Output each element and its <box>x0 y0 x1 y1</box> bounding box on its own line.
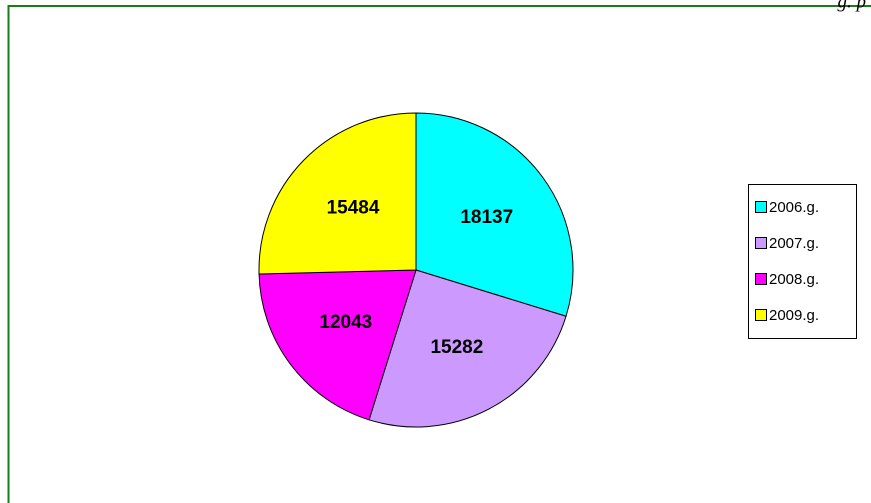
data-label: 15484 <box>327 198 380 219</box>
pie-slice <box>258 269 417 421</box>
data-label: 18137 <box>460 207 513 228</box>
legend-swatch <box>755 237 767 249</box>
annotation: g. p <box>838 0 867 12</box>
data-label: 15282 <box>430 337 483 358</box>
legend-swatch <box>755 201 767 213</box>
legend-label: 2007.g. <box>769 235 819 252</box>
pie-slice <box>415 112 574 317</box>
legend-label: 2006.g. <box>769 199 819 216</box>
legend-label: 2008.g. <box>769 271 819 288</box>
legend-swatch <box>755 309 767 321</box>
legend-label: 2009.g. <box>769 307 819 324</box>
pie-slice <box>258 112 417 275</box>
pie-slice <box>368 269 567 428</box>
legend-swatch <box>755 273 767 285</box>
data-label: 12043 <box>319 312 372 333</box>
